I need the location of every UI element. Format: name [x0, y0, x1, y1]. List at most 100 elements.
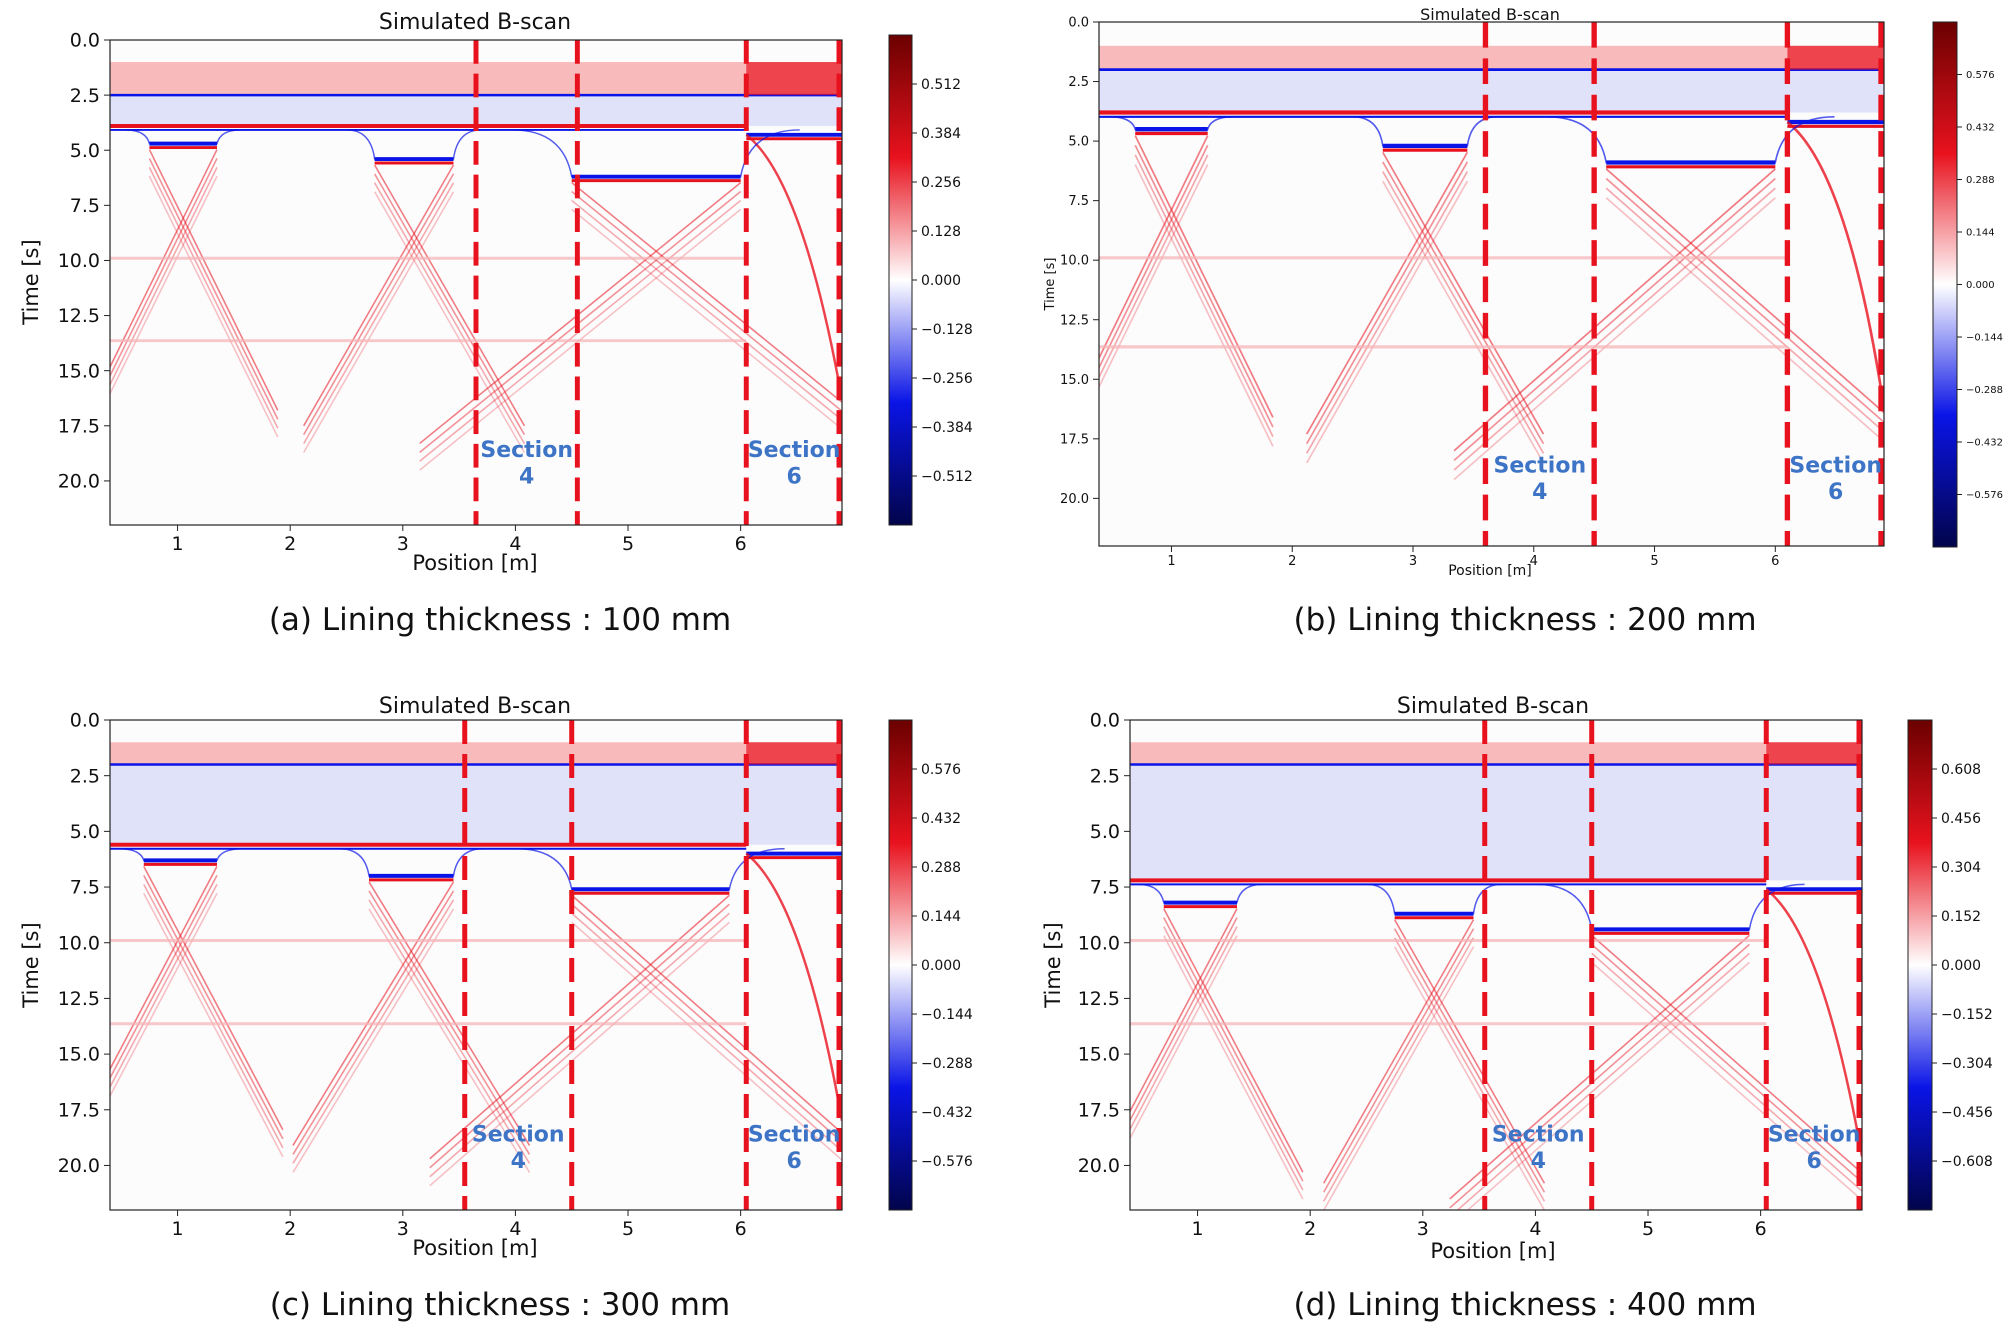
section-label-6: Section [748, 1122, 841, 1147]
y-tick-label-20.0: 20.0 [58, 471, 100, 493]
colorbar-tick-label: 0.576 [1966, 70, 1995, 81]
colorbar-tick-label: 0.000 [921, 958, 961, 974]
colorbar-tick-label: 0.152 [1941, 909, 1981, 925]
x-tick-label-6: 6 [1771, 554, 1779, 569]
colorbar-tick-label: 0.144 [921, 909, 961, 925]
colorbar-tick-label: 0.000 [1941, 958, 1981, 974]
y-tick-label-2.5: 2.5 [70, 85, 100, 107]
cavity-diffraction-l-2-2 [1323, 937, 1475, 1202]
cavity-diffraction-r-3-0 [1591, 934, 1862, 1175]
cavity-diffraction-r-2-1 [1393, 928, 1546, 1193]
section6-diffraction-tail [745, 133, 842, 400]
x-axis-label: Position [m] [412, 551, 537, 575]
section-number-6: 6 [786, 1149, 801, 1174]
chart-title: Simulated B-scan [1420, 5, 1560, 24]
y-tick-label-10.0: 10.0 [1078, 932, 1120, 954]
section-number-4: 4 [1532, 480, 1547, 505]
cavity-diffraction-r-2-0 [368, 881, 531, 1146]
surface-reflection-band [1099, 45, 1884, 70]
colorbar-tick-label: 0.432 [1966, 123, 1995, 134]
cavity-diffraction-l-1-3 [1130, 935, 1238, 1141]
colorbar-tick-label: −0.576 [1966, 490, 2003, 501]
cavity-diffraction-l-2-3 [292, 908, 455, 1173]
cavity-diffraction-l-1-2 [110, 883, 218, 1089]
section6-surface-band [1766, 742, 1862, 765]
x-tick-label-5: 5 [622, 1218, 634, 1240]
cavity-diffraction-l-2-2 [292, 899, 455, 1164]
cavity-diffraction-l-3-0 [419, 182, 742, 445]
section6-diffraction-tail [1765, 888, 1862, 1157]
cavity-diffraction-l-3-1 [1449, 943, 1750, 1209]
cavity-diffraction-l-3-3 [1453, 197, 1776, 481]
cavity-diffraction-r-3-2 [1605, 187, 1884, 433]
axes-frame [1129, 719, 1863, 1211]
chart-title: Simulated B-scan [1397, 694, 1589, 719]
section6-surface-band [1787, 45, 1884, 70]
x-axis-label: Position [m] [1448, 563, 1532, 579]
colorbar-tick-label: 0.512 [921, 77, 961, 93]
y-tick-label-7.5: 7.5 [70, 877, 100, 899]
colorbar-tick-label: 0.304 [1941, 860, 1981, 876]
colorbar-tick-label: 0.256 [921, 175, 961, 191]
x-tick-label-4: 4 [1529, 1218, 1541, 1240]
lining-layer-band [110, 764, 842, 845]
cavity-diffraction-r-3-2 [1591, 952, 1862, 1193]
cavity-diffraction-l-2-0 [292, 881, 455, 1146]
x-tick-label-1: 1 [1192, 1218, 1204, 1240]
cavity-diffraction-l-3-2 [419, 199, 742, 462]
x-tick-label-3: 3 [397, 533, 409, 555]
panel-caption: (a) Lining thickness : 100 mm [269, 602, 731, 638]
colorbar-tick-label: −0.432 [1966, 438, 2003, 449]
y-tick-label-7.5: 7.5 [1068, 194, 1089, 209]
cavity-diffraction-l-2-0 [1323, 919, 1475, 1184]
x-tick-label-2: 2 [284, 533, 296, 555]
cavity-diffraction-r-1-1 [143, 874, 284, 1140]
y-tick-label-2.5: 2.5 [70, 765, 100, 787]
section-number-6: 6 [786, 465, 801, 490]
lining-layer-band [1099, 69, 1884, 113]
lining-layer-band [1130, 764, 1862, 881]
x-tick-label-5: 5 [1650, 554, 1658, 569]
section-number-4: 4 [511, 1149, 526, 1174]
x-tick-label-6: 6 [735, 1218, 747, 1240]
cavity-diffraction-r-3-3 [1591, 961, 1862, 1202]
cavity-diffraction-r-2-0 [1382, 151, 1545, 435]
cavity-diffraction-l-1-1 [1099, 144, 1209, 370]
cavity-diffraction-r-2-2 [368, 899, 531, 1164]
cavity-diffraction-l-3-1 [419, 190, 742, 453]
section-label-4: Section [1493, 454, 1586, 479]
cavity-diffraction-r-2-3 [373, 191, 526, 453]
y-axis-label: Time [s] [1041, 922, 1065, 1008]
cavity-diffraction-l-1-3 [110, 175, 218, 396]
x-tick-label-4: 4 [509, 533, 521, 555]
y-tick-label-5.0: 5.0 [1068, 135, 1089, 150]
cavity-diffraction-r-3-2 [571, 912, 842, 1153]
x-tick-label-1: 1 [1167, 554, 1175, 569]
y-tick-label-17.5: 17.5 [58, 415, 100, 437]
cavity-diffraction-r-2-2 [1382, 171, 1545, 454]
y-tick-label-12.5: 12.5 [1078, 988, 1120, 1010]
cavity-diffraction-r-2-0 [1393, 919, 1546, 1184]
colorbar-tick-label: 0.608 [1941, 762, 1981, 778]
x-tick-label-1: 1 [172, 533, 184, 555]
colorbar-tick-label: 0.432 [921, 811, 961, 827]
cavity-diffraction-l-1-2 [110, 167, 218, 387]
cavity-diffraction-r-1-2 [1163, 926, 1304, 1191]
section-number-4: 4 [1531, 1149, 1546, 1174]
plot-area [110, 742, 842, 1187]
colorbar-tick-label: −0.304 [1941, 1056, 1993, 1072]
cavity-diffraction-l-1-1 [110, 874, 218, 1080]
cavity-diffraction-r-1-0 [148, 149, 279, 411]
cavity-diffraction-r-3-1 [1591, 943, 1862, 1184]
cavity-diffraction-l-3-1 [1453, 177, 1776, 461]
cavity-diffraction-r-1-3 [1134, 164, 1274, 447]
cavity-diffraction-l-2-1 [1323, 928, 1475, 1193]
cavity-diffraction-r-1-0 [143, 865, 284, 1131]
cavity-diffraction-r-3-3 [1605, 197, 1884, 443]
axes-frame [1098, 21, 1885, 547]
cavity-diffraction-l-1-0 [110, 865, 218, 1071]
x-tick-label-3: 3 [1409, 554, 1417, 569]
x-tick-label-6: 6 [1755, 1218, 1767, 1240]
section-label-6: Section [1789, 454, 1882, 479]
